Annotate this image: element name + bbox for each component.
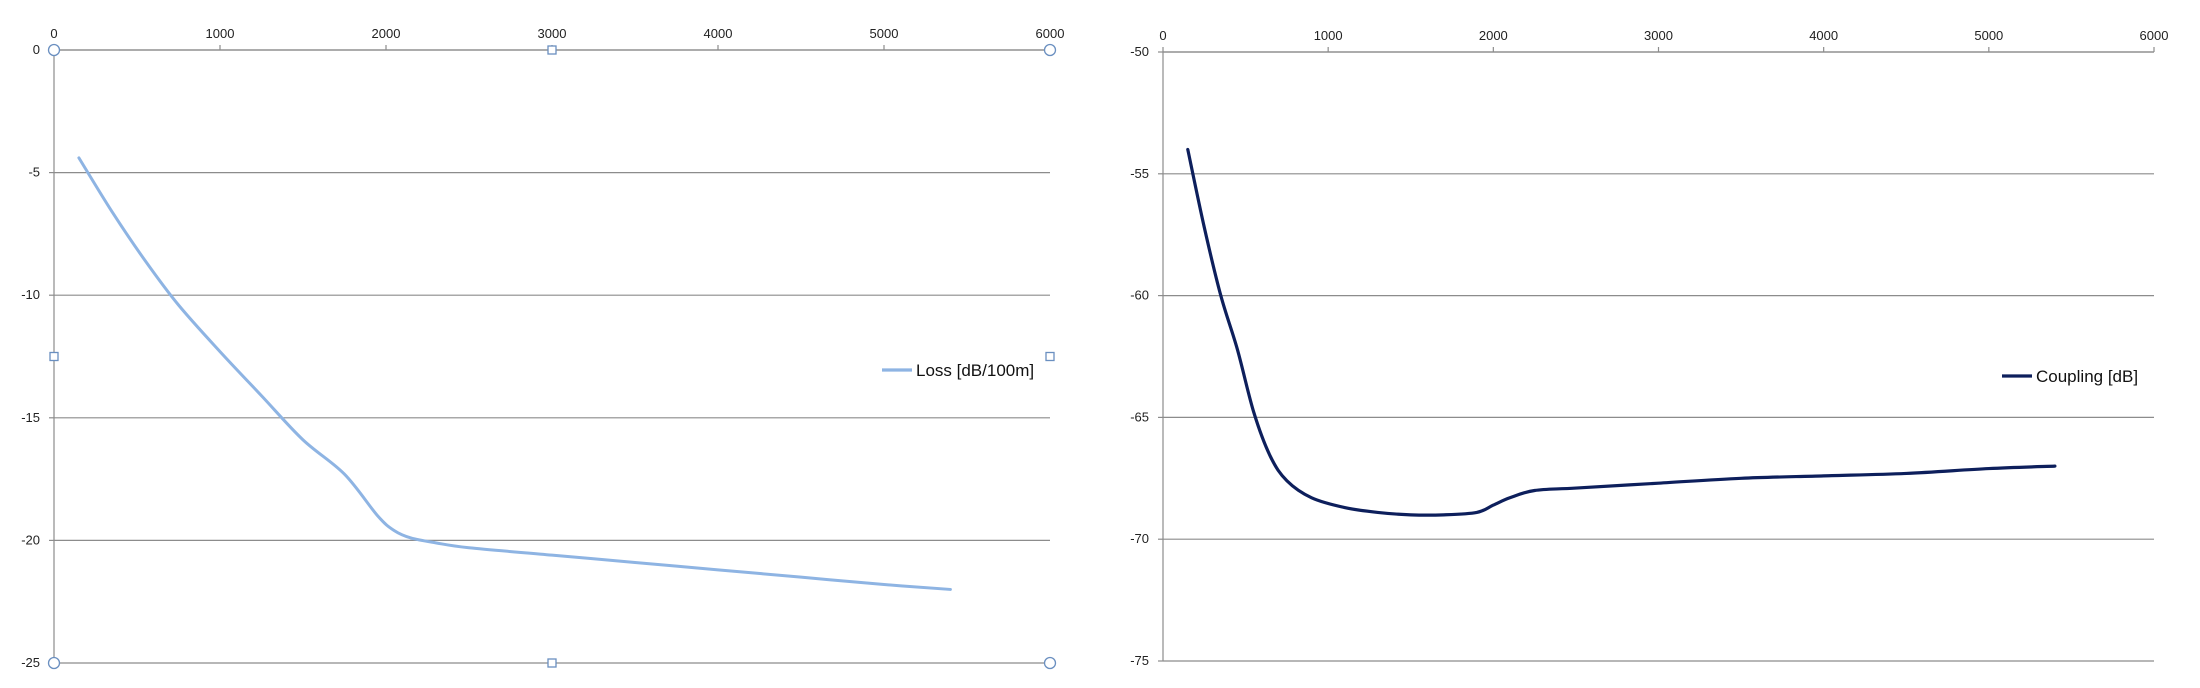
side-resize-handle <box>547 45 557 55</box>
x-tick-label: 6000 <box>1036 26 1065 41</box>
corner-resize-handle <box>47 656 61 670</box>
y-tick-label: -25 <box>21 655 40 670</box>
y-tick-label: -50 <box>1130 44 1149 59</box>
x-tick-label: 1000 <box>206 26 235 41</box>
y-tick-label: -65 <box>1130 409 1149 424</box>
side-resize-handle <box>547 658 557 668</box>
y-tick-label: -60 <box>1130 288 1149 303</box>
y-tick-label: -5 <box>28 165 40 180</box>
legend-label: Coupling [dB] <box>2036 367 2138 386</box>
side-resize-handle <box>49 351 59 362</box>
x-tick-label: 4000 <box>704 26 733 41</box>
x-tick-label: 5000 <box>1974 28 2003 43</box>
series-line <box>77 156 952 591</box>
legend-label: Loss [dB/100m] <box>916 361 1034 380</box>
y-tick-label: 0 <box>33 42 40 57</box>
corner-resize-handle <box>1043 656 1057 670</box>
y-tick-label: -10 <box>21 287 40 302</box>
chart-2: 0 1000 2000 3000 4000 5000 6000 -50 -55 -60 -65 -70… <box>1130 28 2168 668</box>
x-tick-label: 5000 <box>870 26 899 41</box>
corner-resize-handle <box>47 43 61 57</box>
y-tick-label: -15 <box>21 410 40 425</box>
x-tick-label: 0 <box>50 26 57 41</box>
y-tick-label: -55 <box>1130 166 1149 181</box>
x-tick-label: 3000 <box>1644 28 1673 43</box>
y-tick-label: -20 <box>21 532 40 547</box>
x-tick-label: 1000 <box>1314 28 1343 43</box>
side-resize-handle <box>1045 351 1055 362</box>
x-tick-label: 2000 <box>1479 28 1508 43</box>
x-tick-label: 3000 <box>538 26 567 41</box>
x-tick-label: 4000 <box>1809 28 1838 43</box>
chart-1: 0 1000 2000 3000 4000 5000 6000 0 -5 -10 -15 -20 -25… <box>21 26 1064 670</box>
x-tick-label: 6000 <box>2140 28 2169 43</box>
x-tick-label: 0 <box>1159 28 1166 43</box>
y-tick-label: -70 <box>1130 531 1149 546</box>
corner-resize-handle <box>1043 43 1057 57</box>
series-line <box>1186 147 2057 517</box>
y-tick-label: -75 <box>1130 653 1149 668</box>
x-tick-label: 2000 <box>372 26 401 41</box>
